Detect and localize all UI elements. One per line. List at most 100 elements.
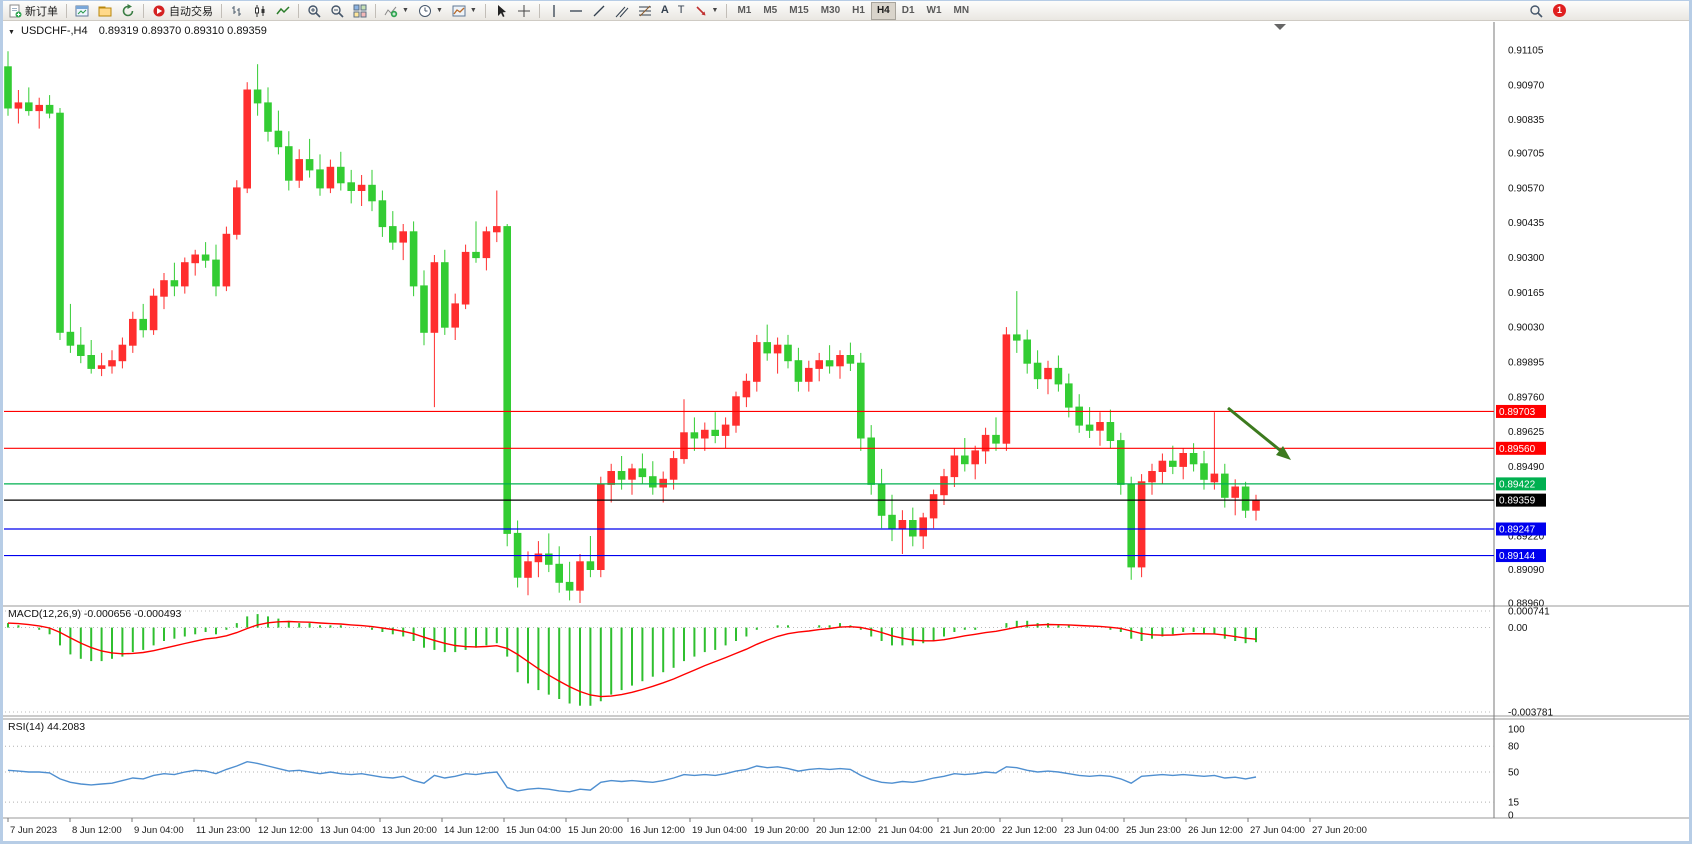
vertical-line-tool-button[interactable] bbox=[544, 2, 564, 20]
toolbar-separator bbox=[375, 3, 376, 18]
tile-windows-button[interactable] bbox=[349, 2, 371, 20]
new-order-icon bbox=[8, 4, 22, 18]
timeframe-m15-button[interactable]: M15 bbox=[783, 2, 814, 20]
chart-window-button[interactable] bbox=[71, 2, 93, 20]
ohlc-bars-icon bbox=[230, 4, 244, 18]
chart-canvas[interactable]: 0.91105 0.90970 0.90835 0.90705 0.90570 0.904… bbox=[0, 21, 1692, 844]
timeframe-m1-button[interactable]: M1 bbox=[731, 2, 757, 20]
autotrading-label: 自动交易 bbox=[169, 5, 213, 18]
clock-icon bbox=[418, 4, 432, 18]
refresh-button[interactable] bbox=[117, 2, 139, 20]
cursor-button[interactable] bbox=[490, 2, 512, 20]
svg-text:0.89560: 0.89560 bbox=[1499, 444, 1536, 455]
price-tag bbox=[1496, 522, 1546, 536]
svg-text:0.89220: 0.89220 bbox=[1508, 531, 1545, 542]
trendline-tool-button[interactable] bbox=[588, 2, 610, 20]
main-toolbar: 新订单 自动交易 bbox=[1, 1, 1691, 21]
new-order-button[interactable]: 新订单 bbox=[4, 2, 62, 20]
text-tool-button[interactable]: A bbox=[657, 2, 673, 20]
channel-tool-button[interactable] bbox=[611, 2, 633, 20]
template-icon bbox=[452, 4, 466, 18]
toolbar-right-group: 1 bbox=[1525, 2, 1566, 20]
chevron-down-icon: ▼ bbox=[402, 7, 409, 14]
zoom-in-button[interactable] bbox=[303, 2, 325, 20]
panel-separators bbox=[3, 22, 1689, 819]
timeframe-h1-button[interactable]: H1 bbox=[846, 2, 871, 20]
profiles-button[interactable] bbox=[94, 2, 116, 20]
toolbar-separator bbox=[221, 3, 222, 18]
zoom-out-button[interactable] bbox=[326, 2, 348, 20]
timeframe-h4-button[interactable]: H4 bbox=[870, 1, 896, 20]
svg-text:27 Jun 20:00: 27 Jun 20:00 bbox=[1312, 825, 1367, 836]
price-tag bbox=[1496, 549, 1546, 563]
equidistant-channel-icon bbox=[615, 4, 629, 18]
timeframe-d1-button[interactable]: D1 bbox=[896, 2, 921, 20]
candlestick-type-button[interactable] bbox=[249, 2, 271, 20]
svg-text:21 Jun 04:00: 21 Jun 04:00 bbox=[878, 825, 933, 836]
add-indicator-icon bbox=[384, 4, 398, 18]
svg-text:0.89703: 0.89703 bbox=[1499, 407, 1536, 418]
timeframe-m30-button[interactable]: M30 bbox=[815, 2, 846, 20]
svg-text:0.89090: 0.89090 bbox=[1508, 565, 1545, 576]
toolbar-separator bbox=[538, 3, 540, 18]
svg-text:0.89422: 0.89422 bbox=[1499, 479, 1536, 490]
label-t-icon: T bbox=[677, 4, 685, 16]
timeframe-m5-button[interactable]: M5 bbox=[757, 2, 783, 20]
search-button[interactable] bbox=[1525, 2, 1547, 20]
chart-shift-marker bbox=[1274, 24, 1286, 30]
macd-panel: 0.000741 0.00 -0.003781 bbox=[5, 607, 1553, 719]
timeframe-mn-button[interactable]: MN bbox=[948, 2, 976, 20]
fibonacci-tool-button[interactable] bbox=[634, 2, 656, 20]
svg-text:0.89144: 0.89144 bbox=[1499, 551, 1536, 562]
chevron-down-icon: ▼ bbox=[469, 7, 477, 14]
svg-text:15 Jun 20:00: 15 Jun 20:00 bbox=[568, 825, 623, 836]
toolbar-separator bbox=[66, 3, 67, 18]
toolbar-separator bbox=[143, 3, 144, 18]
arrows-tool-button[interactable]: ▼ bbox=[690, 2, 723, 20]
svg-text:0: 0 bbox=[1508, 811, 1514, 822]
price-tag bbox=[1496, 477, 1546, 491]
svg-text:7 Jun 2023: 7 Jun 2023 bbox=[10, 825, 57, 836]
bar-chart-type-button[interactable] bbox=[226, 2, 248, 20]
indicators-button[interactable]: ▼ bbox=[380, 2, 413, 20]
svg-text:20 Jun 12:00: 20 Jun 12:00 bbox=[816, 825, 871, 836]
arrow-tool-icon bbox=[694, 4, 708, 18]
fibonacci-icon bbox=[638, 4, 652, 18]
chevron-down-icon: ▼ bbox=[435, 7, 443, 14]
timeframe-w1-button[interactable]: W1 bbox=[921, 2, 948, 20]
notification-badge[interactable]: 1 bbox=[1553, 4, 1566, 17]
svg-text:0.00: 0.00 bbox=[1508, 623, 1528, 634]
time-axis: 7 Jun 2023 8 Jun 12:00 9 Jun 04:00 11 Jun 2… bbox=[7, 818, 1367, 836]
crosshair-button[interactable] bbox=[513, 2, 535, 20]
svg-text:0.89490: 0.89490 bbox=[1508, 462, 1545, 473]
timeframe-toolbar: M1 M5 M15 M30 H1 H4 D1 W1 MN bbox=[731, 1, 976, 20]
svg-text:0.90165: 0.90165 bbox=[1508, 288, 1545, 299]
crosshair-icon bbox=[517, 4, 531, 18]
svg-text:13 Jun 20:00: 13 Jun 20:00 bbox=[382, 825, 437, 836]
svg-text:23 Jun 04:00: 23 Jun 04:00 bbox=[1064, 825, 1119, 836]
horizontal-line-tool-button[interactable] bbox=[565, 2, 587, 20]
autotrading-button[interactable]: 自动交易 bbox=[148, 2, 217, 20]
svg-text:8 Jun 12:00: 8 Jun 12:00 bbox=[72, 825, 122, 836]
svg-text:0.90570: 0.90570 bbox=[1508, 183, 1545, 194]
tile-windows-icon bbox=[353, 4, 367, 18]
templates-button[interactable]: ▼ bbox=[448, 2, 481, 20]
svg-text:0.90300: 0.90300 bbox=[1508, 253, 1545, 264]
svg-text:15 Jun 04:00: 15 Jun 04:00 bbox=[506, 825, 561, 836]
svg-text:19 Jun 04:00: 19 Jun 04:00 bbox=[692, 825, 747, 836]
zoom-out-icon bbox=[330, 4, 344, 18]
label-tool-button[interactable]: T bbox=[674, 2, 689, 20]
svg-text:-0.003781: -0.003781 bbox=[1508, 708, 1553, 719]
trend-arrow-annotation bbox=[1227, 406, 1291, 460]
horizontal-line-icon bbox=[569, 4, 583, 18]
line-chart-icon bbox=[276, 4, 290, 18]
periods-button[interactable]: ▼ bbox=[414, 2, 447, 20]
vertical-line-icon bbox=[548, 4, 560, 18]
svg-text:0.90835: 0.90835 bbox=[1508, 115, 1545, 126]
svg-text:0.90970: 0.90970 bbox=[1508, 80, 1545, 91]
trendline-icon bbox=[592, 4, 606, 18]
svg-text:0.89625: 0.89625 bbox=[1508, 427, 1545, 438]
line-chart-type-button[interactable] bbox=[272, 2, 294, 20]
svg-text:11 Jun 23:00: 11 Jun 23:00 bbox=[196, 825, 250, 836]
svg-text:22 Jun 12:00: 22 Jun 12:00 bbox=[1002, 825, 1057, 836]
